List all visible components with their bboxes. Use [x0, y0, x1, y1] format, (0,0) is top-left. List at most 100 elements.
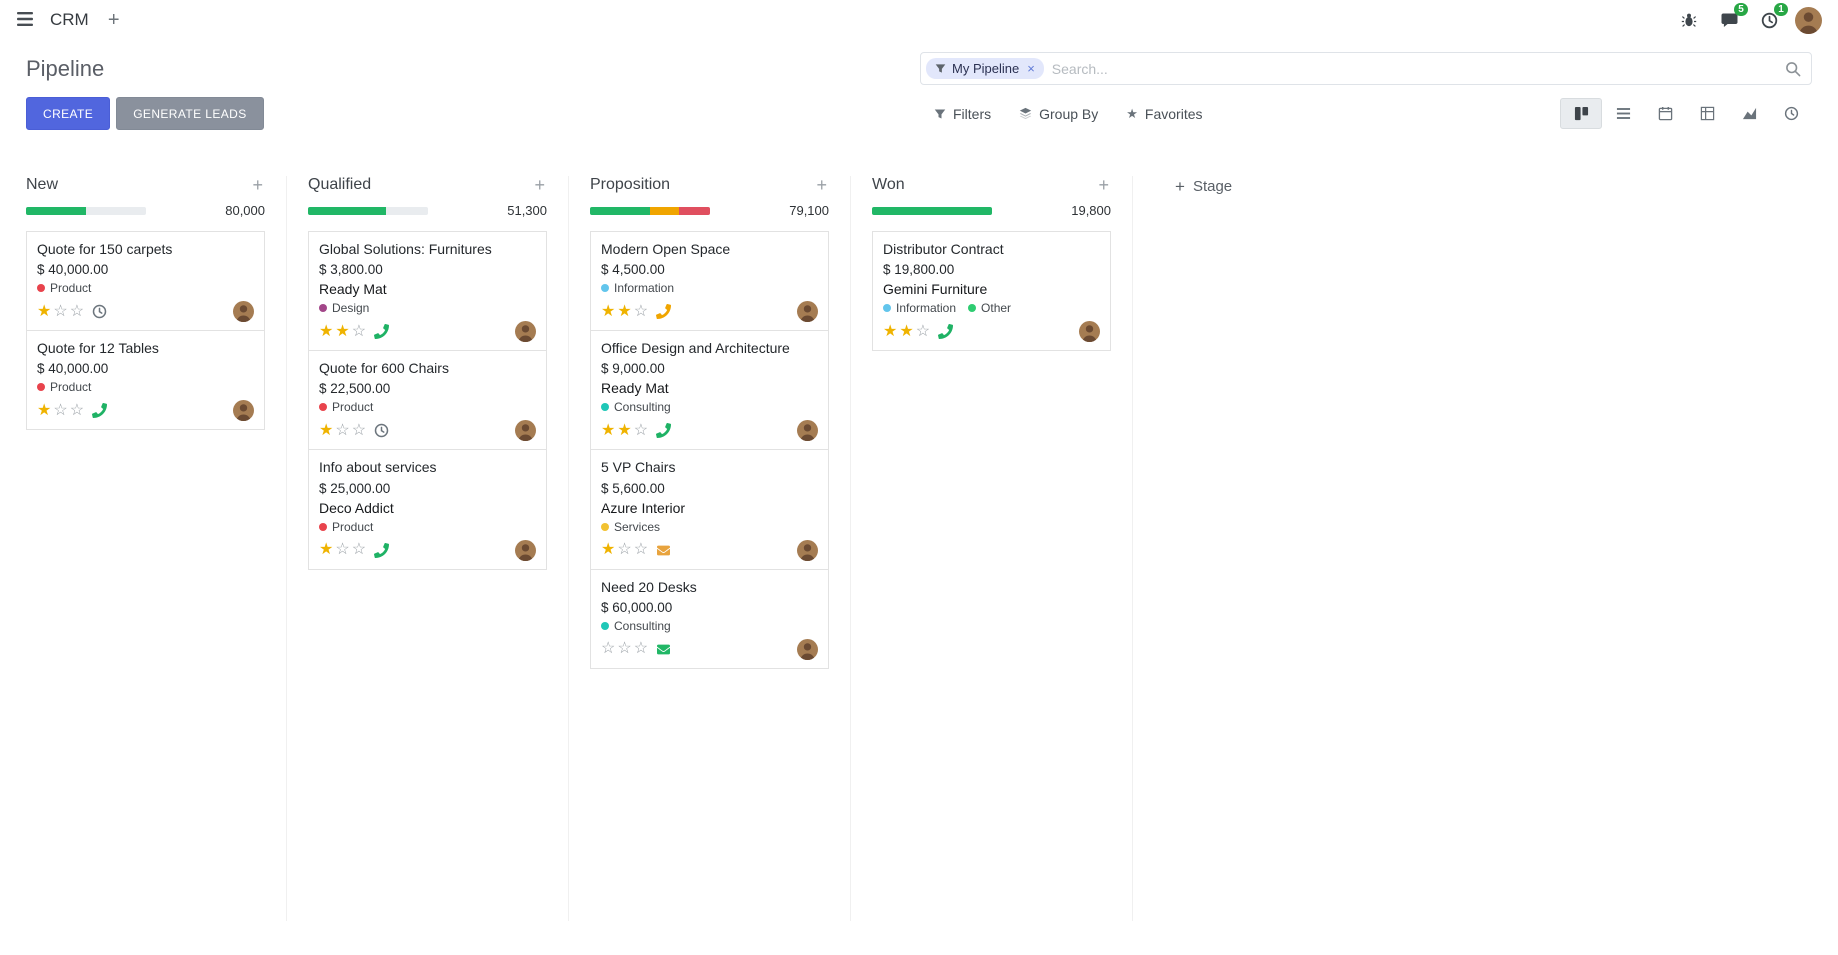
- kanban-card[interactable]: Info about services $ 25,000.00 Deco Addic…: [308, 449, 547, 570]
- generate-leads-button[interactable]: GENERATE LEADS: [116, 97, 264, 130]
- kanban-card[interactable]: Distributor Contract $ 19,800.00 Gemini Fu…: [872, 231, 1111, 352]
- phone-activity-icon[interactable]: [938, 324, 954, 340]
- search-bar[interactable]: My Pipeline ×: [920, 52, 1812, 85]
- star-empty-icon[interactable]: ☆: [351, 322, 367, 340]
- view-switch-list-icon[interactable]: [1602, 98, 1644, 129]
- create-button[interactable]: CREATE: [26, 97, 111, 130]
- star-filled-icon[interactable]: ★: [883, 322, 898, 340]
- star-filled-icon[interactable]: ★: [37, 401, 52, 419]
- kanban-card[interactable]: Quote for 150 carpets $ 40,000.00 Product ★…: [26, 231, 265, 332]
- star-empty-icon[interactable]: ☆: [601, 640, 616, 658]
- star-filled-icon[interactable]: ★: [617, 421, 632, 439]
- star-filled-icon[interactable]: ★: [899, 322, 914, 340]
- kanban-card[interactable]: Quote for 12 Tables $ 40,000.00 Product ★ ☆ ☆: [26, 330, 265, 431]
- star-empty-icon[interactable]: ☆: [69, 401, 85, 419]
- priority-stars[interactable]: ★ ★ ☆: [319, 322, 367, 340]
- column-progressbar[interactable]: [26, 206, 146, 215]
- kanban-card[interactable]: 5 VP Chairs $ 5,600.00 Azure Interior Servi…: [590, 449, 829, 570]
- star-empty-icon[interactable]: ☆: [633, 541, 649, 559]
- column-progressbar[interactable]: [308, 206, 428, 215]
- view-switch-calendar-icon[interactable]: [1644, 98, 1686, 129]
- facet-remove-icon[interactable]: ×: [1027, 61, 1035, 76]
- star-empty-icon[interactable]: ☆: [351, 541, 367, 559]
- group-by-menu[interactable]: Group By: [1005, 97, 1112, 130]
- messages-icon[interactable]: 5: [1715, 3, 1748, 34]
- activities-clock-icon[interactable]: 1: [1755, 3, 1788, 34]
- progress-segment[interactable]: [26, 206, 86, 215]
- column-progressbar[interactable]: [872, 206, 992, 215]
- star-filled-icon[interactable]: ★: [601, 541, 616, 559]
- column-header: Proposition +: [590, 176, 829, 194]
- star-empty-icon[interactable]: ☆: [53, 401, 68, 419]
- search-facet-my-pipeline[interactable]: My Pipeline ×: [926, 58, 1044, 79]
- priority-stars[interactable]: ★ ★ ☆: [601, 421, 649, 439]
- kanban-card[interactable]: Modern Open Space $ 4,500.00 Information ★ ★…: [590, 231, 829, 332]
- star-empty-icon[interactable]: ☆: [69, 302, 85, 320]
- view-switch-graph-icon[interactable]: [1728, 98, 1770, 129]
- priority-stars[interactable]: ★ ★ ☆: [601, 302, 649, 320]
- star-empty-icon[interactable]: ☆: [617, 640, 632, 658]
- add-stage-button[interactable]: + Stage: [1133, 176, 1232, 195]
- user-avatar[interactable]: [1795, 6, 1822, 34]
- progress-segment[interactable]: [872, 206, 992, 215]
- progress-segment[interactable]: [650, 206, 679, 215]
- star-empty-icon[interactable]: ☆: [335, 421, 350, 439]
- kanban-card[interactable]: Office Design and Architecture $ 9,000.00…: [590, 330, 829, 451]
- tag-label: Product: [50, 380, 92, 395]
- app-name[interactable]: CRM: [50, 10, 89, 29]
- phone-activity-icon[interactable]: [656, 423, 672, 439]
- star-empty-icon[interactable]: ☆: [351, 421, 367, 439]
- priority-stars[interactable]: ★ ☆ ☆: [601, 542, 648, 558]
- priority-stars[interactable]: ★ ☆ ☆: [37, 401, 85, 419]
- progress-segment[interactable]: [678, 206, 710, 215]
- view-switch-pivot-icon[interactable]: [1686, 98, 1728, 129]
- kanban-card[interactable]: Global Solutions: Furnitures $ 3,800.00 Re…: [308, 231, 547, 352]
- envelope-activity-icon[interactable]: [656, 643, 671, 656]
- filters-menu[interactable]: Filters: [920, 97, 1005, 130]
- star-filled-icon[interactable]: ★: [319, 421, 334, 439]
- star-empty-icon[interactable]: ☆: [915, 322, 931, 340]
- star-filled-icon[interactable]: ★: [601, 302, 616, 320]
- star-empty-icon[interactable]: ☆: [335, 541, 350, 559]
- star-filled-icon[interactable]: ★: [601, 421, 616, 439]
- star-empty-icon[interactable]: ☆: [53, 302, 68, 320]
- column-quick-add-icon[interactable]: +: [1098, 175, 1109, 195]
- star-filled-icon[interactable]: ★: [335, 322, 350, 340]
- phone-activity-icon[interactable]: [656, 304, 672, 320]
- priority-stars[interactable]: ★ ☆ ☆: [37, 302, 85, 320]
- view-switch-kanban-icon[interactable]: [1560, 98, 1602, 129]
- search-input[interactable]: [1043, 60, 1785, 77]
- star-filled-icon[interactable]: ★: [37, 302, 52, 320]
- star-empty-icon[interactable]: ☆: [617, 541, 632, 559]
- quick-create-button[interactable]: +: [99, 5, 129, 35]
- star-empty-icon[interactable]: ☆: [633, 421, 649, 439]
- kanban-card[interactable]: Need 20 Desks $ 60,000.00 Consulting ☆ ☆ ☆: [590, 568, 829, 669]
- envelope-activity-icon[interactable]: [656, 544, 671, 557]
- debug-bug-icon[interactable]: [1675, 6, 1703, 34]
- star-empty-icon[interactable]: ☆: [633, 640, 649, 658]
- phone-activity-icon[interactable]: [92, 403, 108, 419]
- priority-stars[interactable]: ★ ☆ ☆: [319, 421, 367, 439]
- apps-menu-button[interactable]: [10, 5, 40, 35]
- priority-stars[interactable]: ★ ☆ ☆: [319, 542, 366, 558]
- view-switch-activity-icon[interactable]: [1770, 98, 1812, 129]
- column-quick-add-icon[interactable]: +: [252, 175, 263, 195]
- column-quick-add-icon[interactable]: +: [534, 175, 545, 195]
- star-filled-icon[interactable]: ★: [617, 302, 632, 320]
- clock-activity-icon[interactable]: [92, 304, 107, 319]
- phone-activity-icon[interactable]: [374, 542, 390, 558]
- progress-segment[interactable]: [308, 206, 386, 215]
- star-empty-icon[interactable]: ☆: [633, 302, 649, 320]
- progress-segment[interactable]: [590, 206, 650, 215]
- clock-activity-icon[interactable]: [374, 423, 389, 438]
- star-filled-icon[interactable]: ★: [319, 322, 334, 340]
- kanban-card[interactable]: Quote for 600 Chairs $ 22,500.00 Product ★ ☆…: [308, 350, 547, 451]
- search-magnifier-icon[interactable]: [1785, 61, 1801, 77]
- priority-stars[interactable]: ☆ ☆ ☆: [601, 641, 648, 657]
- priority-stars[interactable]: ★ ★ ☆: [883, 322, 931, 340]
- column-progressbar[interactable]: [590, 206, 710, 215]
- star-filled-icon[interactable]: ★: [319, 541, 334, 559]
- phone-activity-icon[interactable]: [374, 324, 390, 340]
- column-quick-add-icon[interactable]: +: [816, 175, 827, 195]
- favorites-menu[interactable]: ★ Favorites: [1112, 97, 1216, 130]
